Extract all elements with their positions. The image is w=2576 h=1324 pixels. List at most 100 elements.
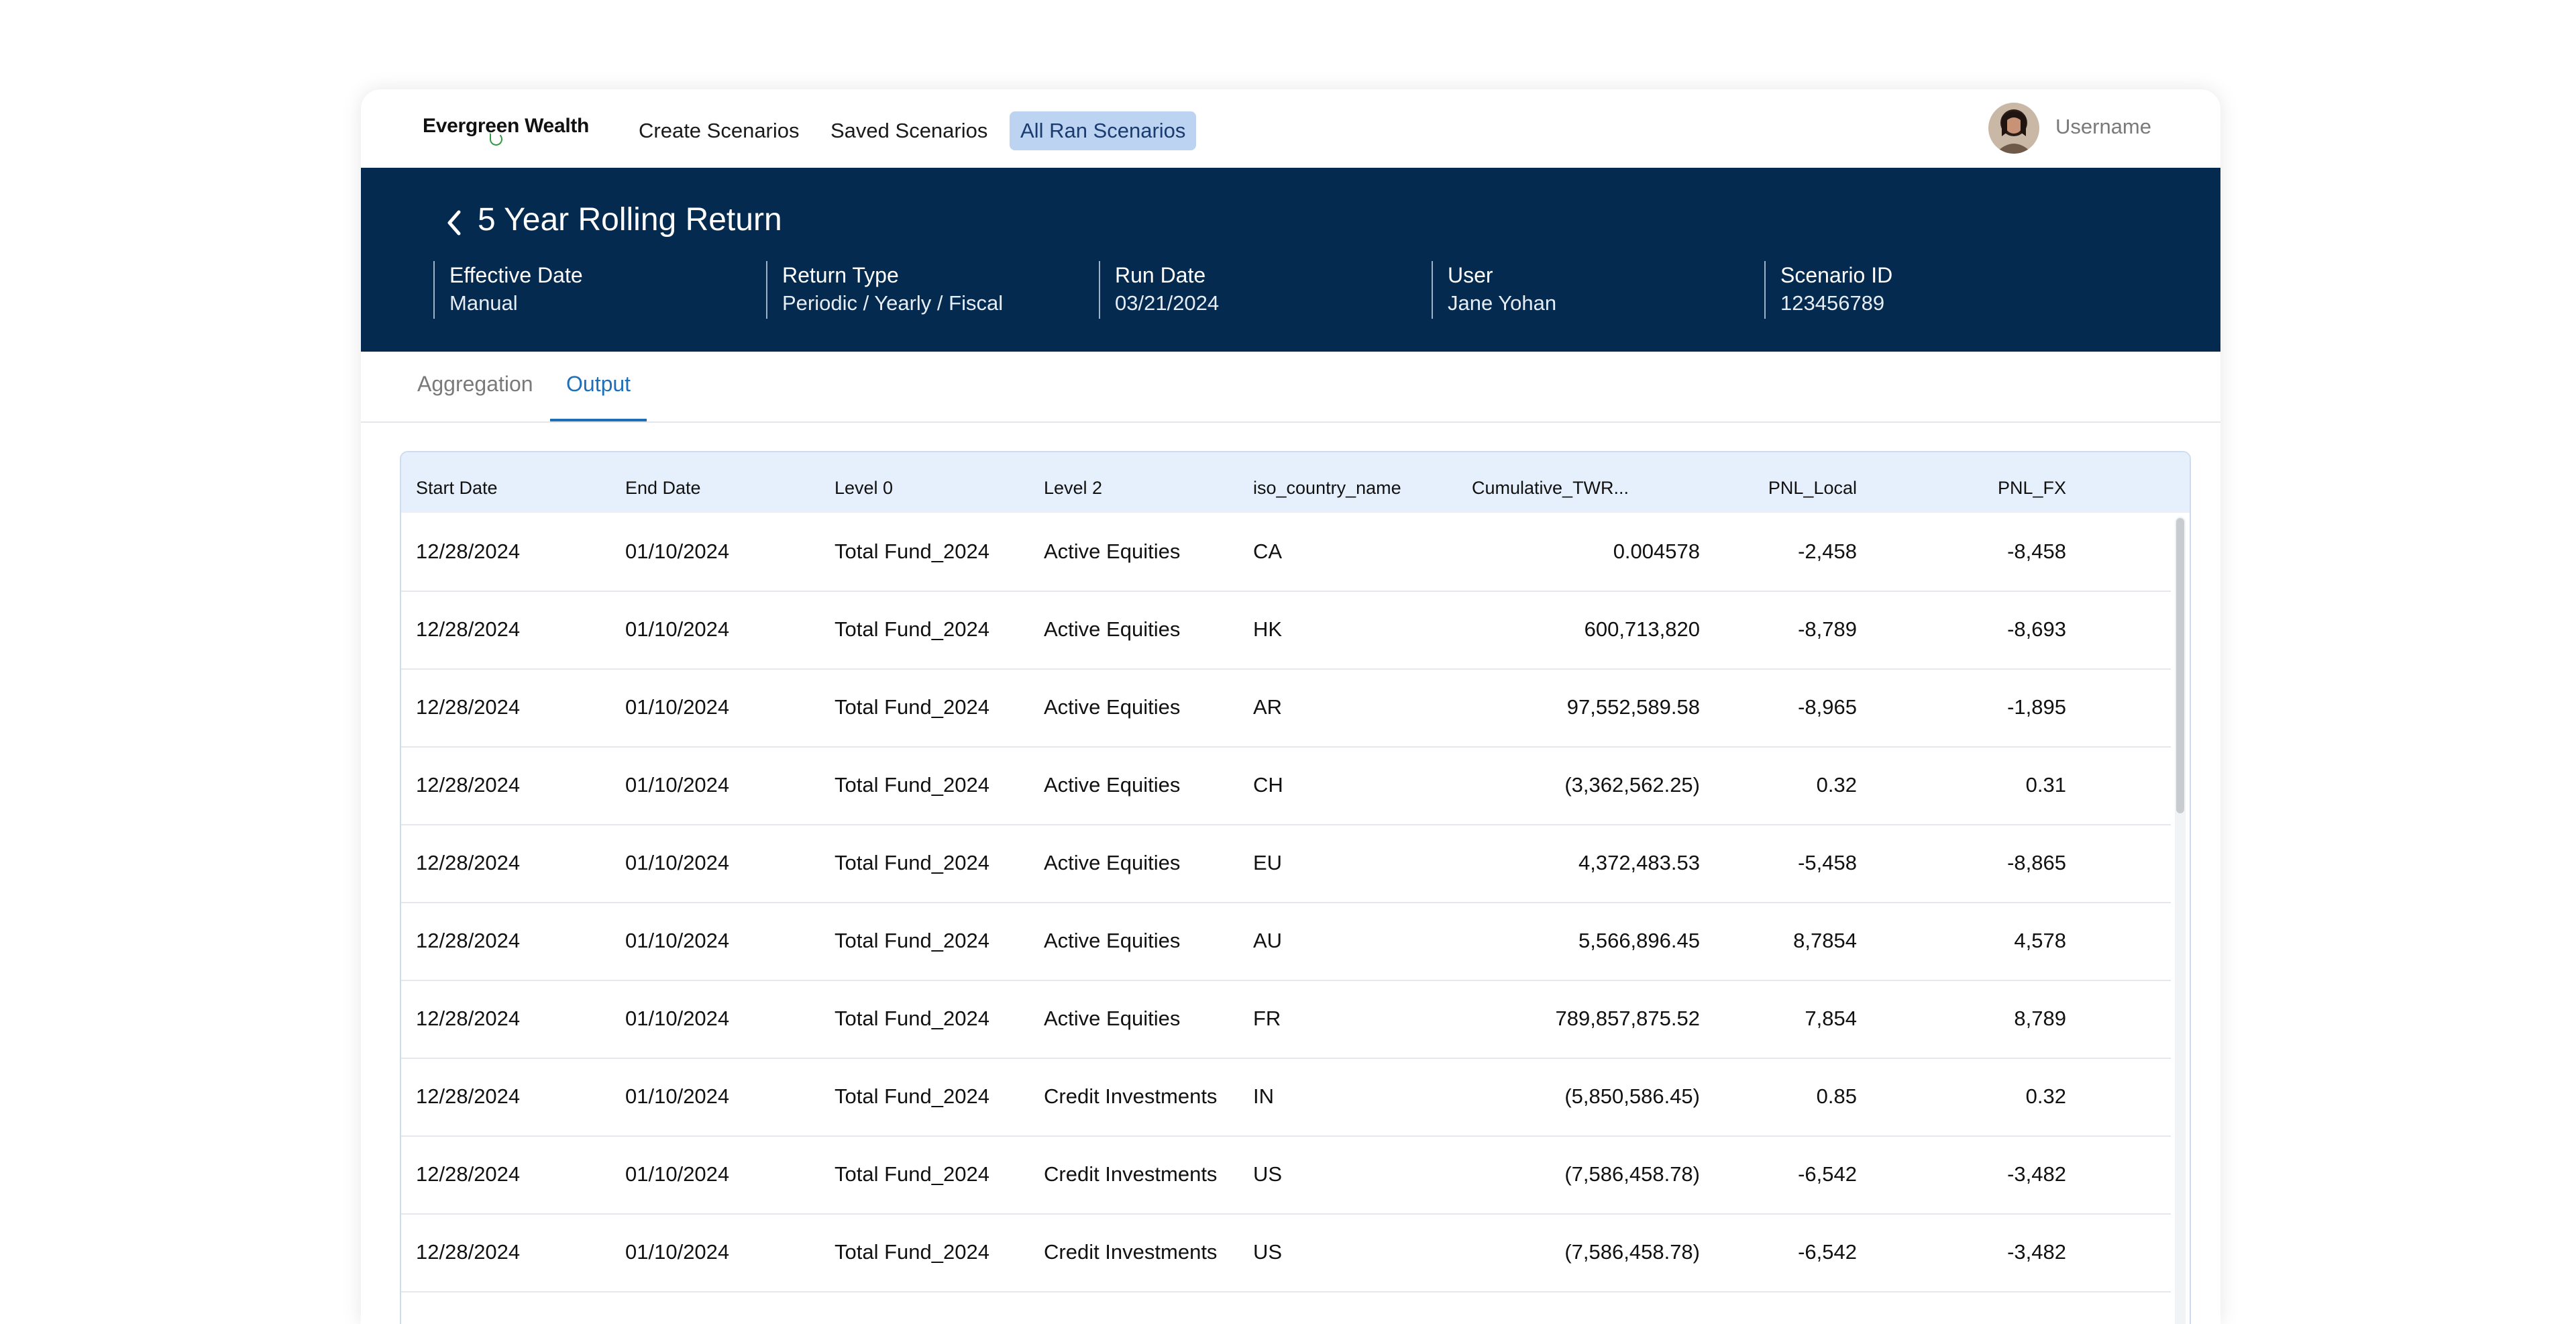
table-row[interactable]: 12/28/2024 01/10/2024 Total Fund_2024 Credi…	[401, 1058, 2171, 1137]
cell-pnl-local: -6,542	[1798, 1240, 1857, 1264]
username-label[interactable]: Username	[2055, 115, 2151, 138]
meta-value: Manual	[449, 291, 518, 315]
table-row[interactable]: 12/28/2024 01/10/2024 Total Fund_2024 Activ…	[401, 746, 2171, 825]
tab-bar: Aggregation Output	[361, 352, 2220, 423]
cell-level-2: Credit Investments	[1044, 1162, 1218, 1186]
brand-logo[interactable]: Evergreen Wealth	[423, 115, 590, 146]
avatar[interactable]	[1988, 103, 2039, 154]
cell-level-0: Total Fund_2024	[835, 1084, 989, 1108]
column-header-pnl-fx[interactable]: PNL_FX	[1997, 478, 2066, 498]
cell-start-date: 12/28/2024	[416, 695, 521, 719]
cell-pnl-fx: -8,693	[2007, 617, 2066, 641]
cell-cumulative-twr: 5,566,896.45	[1578, 929, 1700, 952]
cell-level-2: Active Equities	[1044, 851, 1181, 874]
cell-level-2: Active Equities	[1044, 773, 1181, 797]
cell-start-date: 12/28/2024	[416, 540, 521, 563]
cell-start-date: 12/28/2024	[416, 1162, 521, 1186]
cell-level-0: Total Fund_2024	[835, 851, 989, 874]
cell-iso-country: US	[1253, 1162, 1283, 1186]
column-header-end-date[interactable]: End Date	[625, 478, 701, 498]
cell-end-date: 01/10/2024	[625, 851, 730, 874]
leaf-icon	[490, 133, 502, 146]
meta-scenario-id: Scenario ID 123456789	[1764, 261, 1892, 319]
column-header-cumulative-twr[interactable]: Cumulative_TWR...	[1472, 478, 1629, 498]
cell-start-date: 12/28/2024	[416, 1007, 521, 1030]
meta-run-date: Run Date 03/21/2024	[1099, 261, 1219, 319]
cell-end-date: 01/10/2024	[625, 540, 730, 563]
table-row[interactable]: 12/28/2024 01/10/2024 Total Fund_2024 Credi…	[401, 1135, 2171, 1215]
cell-iso-country: EU	[1253, 851, 1283, 874]
tab-output[interactable]: Output	[550, 352, 647, 421]
table-row[interactable]: 12/28/2024 01/10/2024 Total Fund_2024 Activ…	[401, 980, 2171, 1059]
cell-level-2: Credit Investments	[1044, 1240, 1218, 1264]
cell-end-date: 01/10/2024	[625, 695, 730, 719]
cell-cumulative-twr: (7,586,458.78)	[1564, 1162, 1700, 1186]
top-navigation: Evergreen Wealth Create Scenarios Saved …	[361, 89, 2220, 168]
cell-start-date: 12/28/2024	[416, 617, 521, 641]
cell-level-0: Total Fund_2024	[835, 1240, 989, 1264]
scenario-header: 5 Year Rolling Return Effective Date Man…	[361, 168, 2220, 352]
cell-pnl-local: -6,542	[1798, 1162, 1857, 1186]
cell-level-2: Active Equities	[1044, 1007, 1181, 1030]
cell-level-0: Total Fund_2024	[835, 540, 989, 563]
cell-end-date: 01/10/2024	[625, 773, 730, 797]
cell-level-0: Total Fund_2024	[835, 695, 989, 719]
cell-pnl-local: 0.32	[1816, 773, 1857, 797]
cell-pnl-local: -2,458	[1798, 540, 1857, 563]
cell-iso-country: FR	[1253, 1007, 1281, 1030]
meta-label: Effective Date	[449, 263, 583, 287]
cell-start-date: 12/28/2024	[416, 851, 521, 874]
app-window: Evergreen Wealth Create Scenarios Saved …	[361, 89, 2220, 1324]
cell-iso-country: US	[1253, 1240, 1283, 1264]
cell-pnl-fx: -8,458	[2007, 540, 2066, 563]
tab-aggregation[interactable]: Aggregation	[417, 372, 533, 396]
table-row[interactable]: 12/28/2024 01/10/2024 Total Fund_2024 Activ…	[401, 513, 2171, 592]
cell-cumulative-twr: 600,713,820	[1584, 617, 1700, 641]
cell-cumulative-twr: (7,586,458.78)	[1564, 1240, 1700, 1264]
cell-level-2: Active Equities	[1044, 540, 1181, 563]
column-header-level-0[interactable]: Level 0	[835, 478, 894, 498]
vertical-scrollbar[interactable]	[2175, 517, 2186, 1324]
table-header: Start Date End Date Level 0 Level 2 iso_…	[401, 452, 2190, 513]
cell-level-2: Active Equities	[1044, 929, 1181, 952]
cell-cumulative-twr: 0.004578	[1613, 540, 1700, 563]
nav-create-scenarios[interactable]: Create Scenarios	[639, 119, 800, 142]
meta-label: Run Date	[1115, 263, 1206, 287]
cell-start-date: 12/28/2024	[416, 773, 521, 797]
nav-all-ran-scenarios[interactable]: All Ran Scenarios	[1010, 111, 1197, 150]
cell-pnl-local: -8,965	[1798, 695, 1857, 719]
column-header-level-2[interactable]: Level 2	[1044, 478, 1103, 498]
meta-user: User Jane Yohan	[1432, 261, 1556, 319]
cell-iso-country: CH	[1253, 773, 1283, 797]
scrollbar-thumb[interactable]	[2176, 518, 2184, 813]
table-row[interactable]: 12/28/2024 01/10/2024 Total Fund_2024 Activ…	[401, 668, 2171, 748]
cell-end-date: 01/10/2024	[625, 1007, 730, 1030]
column-header-start-date[interactable]: Start Date	[416, 478, 498, 498]
cell-start-date: 12/28/2024	[416, 1240, 521, 1264]
table-row[interactable]: 12/28/2024 01/10/2024 Total Fund_2024 Activ…	[401, 824, 2171, 903]
cell-cumulative-twr: (3,362,562.25)	[1564, 773, 1700, 797]
column-header-pnl-local[interactable]: PNL_Local	[1768, 478, 1857, 498]
chevron-left-icon	[447, 210, 461, 236]
meta-label: User	[1448, 263, 1493, 287]
user-avatar-icon	[1988, 103, 2039, 154]
cell-pnl-local: 0.85	[1816, 1084, 1857, 1108]
cell-start-date: 12/28/2024	[416, 1084, 521, 1108]
table-row[interactable]: 12/28/2024 01/10/2024 Total Fund_2024 Activ…	[401, 902, 2171, 981]
cell-level-2: Credit Investments	[1044, 1084, 1218, 1108]
back-button[interactable]	[440, 203, 467, 243]
page-title: 5 Year Rolling Return	[478, 202, 782, 238]
cell-pnl-fx: 0.31	[2025, 773, 2066, 797]
cell-iso-country: HK	[1253, 617, 1283, 641]
cell-pnl-local: -5,458	[1798, 851, 1857, 874]
cell-pnl-local: -8,789	[1798, 617, 1857, 641]
cell-cumulative-twr: 97,552,589.58	[1566, 695, 1700, 719]
cell-cumulative-twr: (5,850,586.45)	[1564, 1084, 1700, 1108]
nav-saved-scenarios[interactable]: Saved Scenarios	[830, 119, 988, 142]
table-row[interactable]: 12/28/2024 01/10/2024 Total Fund_2024 Credi…	[401, 1213, 2171, 1292]
column-header-iso-country[interactable]: iso_country_name	[1253, 478, 1401, 498]
cell-pnl-fx: 8,789	[2014, 1007, 2066, 1030]
brand-name: Evergreen Wealth	[423, 115, 590, 137]
table-row[interactable]: 12/28/2024 01/10/2024 Total Fund_2024 Activ…	[401, 591, 2171, 670]
cell-end-date: 01/10/2024	[625, 929, 730, 952]
